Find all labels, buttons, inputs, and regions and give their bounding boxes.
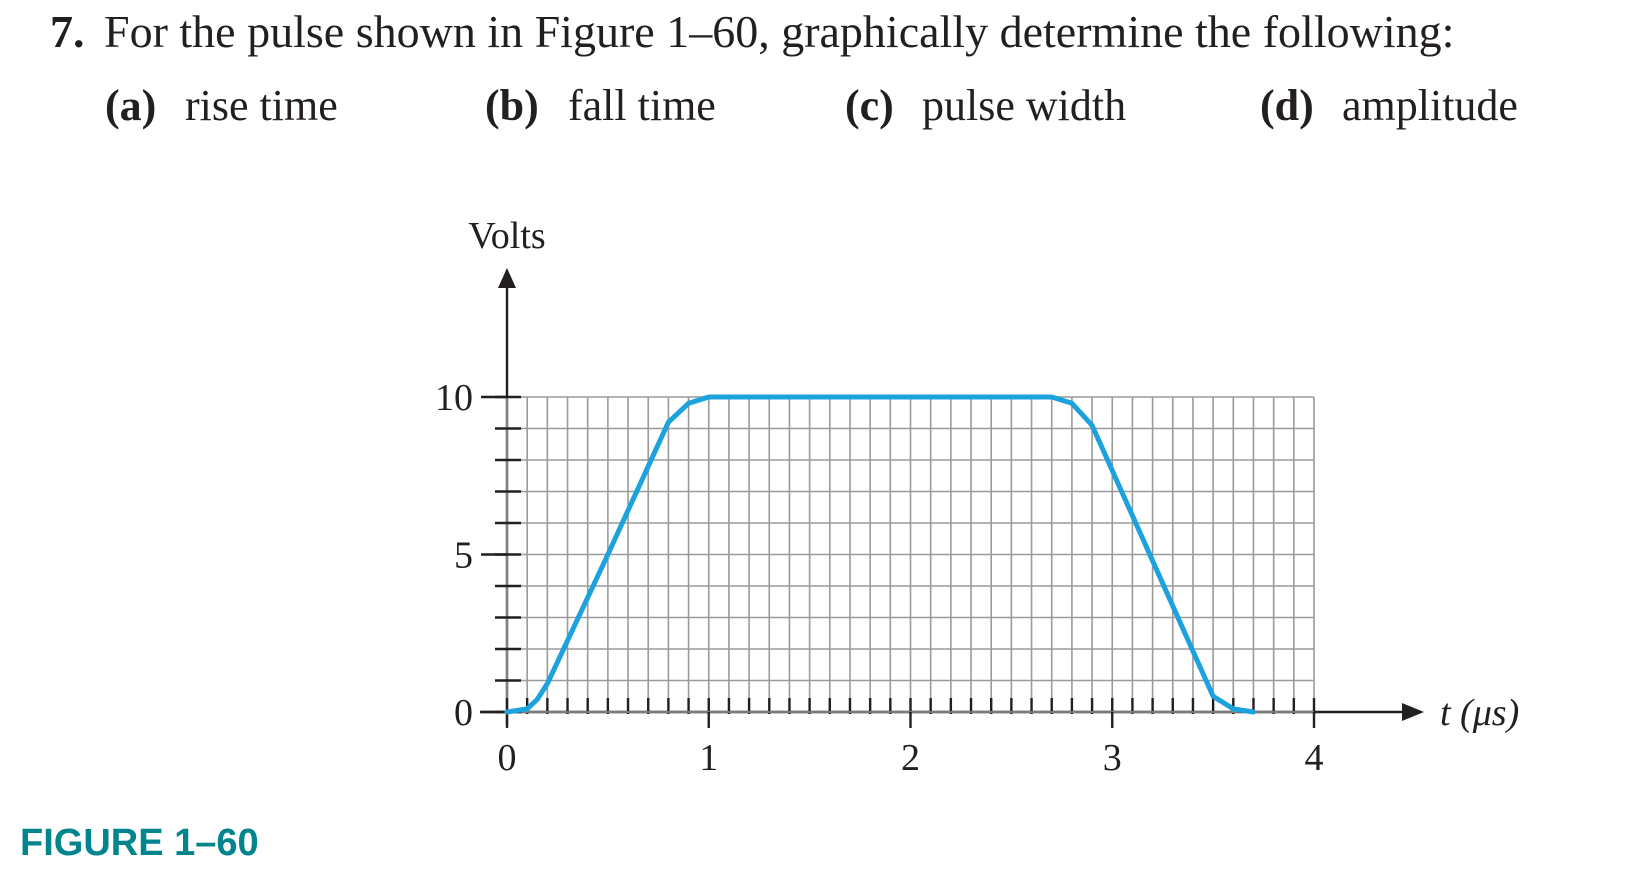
y-tick-label: 10 [435,377,473,419]
question-text: For the pulse shown in Figure 1–60, grap… [104,6,1454,57]
x-tick-label: 1 [699,737,718,779]
y-tick-label: 5 [454,535,473,577]
x-axis-arrow [1402,703,1424,721]
part-text: rise time [185,81,338,130]
part-text: pulse width [922,81,1126,130]
x-axis-label: t (μs) [1440,692,1519,734]
y-tick-label: 0 [454,692,473,734]
figure-caption: FIGURE 1–60 [20,822,259,864]
part-text: fall time [568,81,716,130]
x-tick-label: 3 [1103,737,1122,779]
x-tick-label: 4 [1305,737,1324,779]
x-tick-label: 0 [498,737,517,779]
part-label: (b) [485,81,539,130]
x-tick-label: 2 [901,737,920,779]
part-label: (d) [1260,81,1314,130]
y-axis-label: Volts [468,215,545,257]
question-number: 7. [50,6,85,57]
part-label: (a) [105,81,156,130]
pulse-line [504,394,1256,715]
y-axis-arrow [498,268,516,288]
part-label: (c) [845,81,894,130]
part-text: amplitude [1342,81,1518,130]
